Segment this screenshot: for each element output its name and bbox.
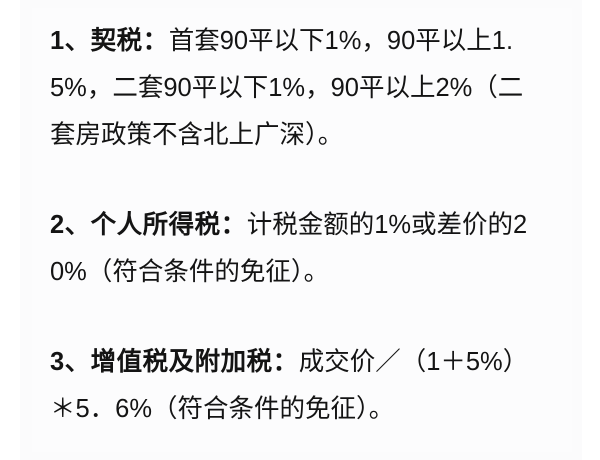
deed-tax-body: 首套90平以下1%，90平以上1.5%，二套90平以下1%，90平以上2%（二套… (50, 27, 524, 149)
deed-tax-lead: 1、契税： (50, 27, 169, 55)
vat-and-surtax-lead: 3、增值税及附加税： (50, 348, 299, 376)
vat-and-surtax-body: 成交价／（1＋5%）＊5．6%（符合条件的免征）。 (50, 348, 529, 423)
content-card-inner-surface (32, 8, 572, 452)
personal-income-tax-body: 计税金额的1%或差价的20%（符合条件的免征）。 (50, 211, 528, 286)
paragraph-vat-and-surtax: 3、增值税及附加税：成交价／（1＋5%）＊5．6%（符合条件的免征）。 (50, 339, 538, 433)
paragraph-personal-income-tax: 2、个人所得税：计税金额的1%或差价的20%（符合条件的免征）。 (50, 202, 538, 296)
paragraph-deed-tax: 1、契税：首套90平以下1%，90平以上1.5%，二套90平以下1%，90平以上… (50, 18, 538, 159)
personal-income-tax-lead: 2、个人所得税： (50, 211, 247, 239)
